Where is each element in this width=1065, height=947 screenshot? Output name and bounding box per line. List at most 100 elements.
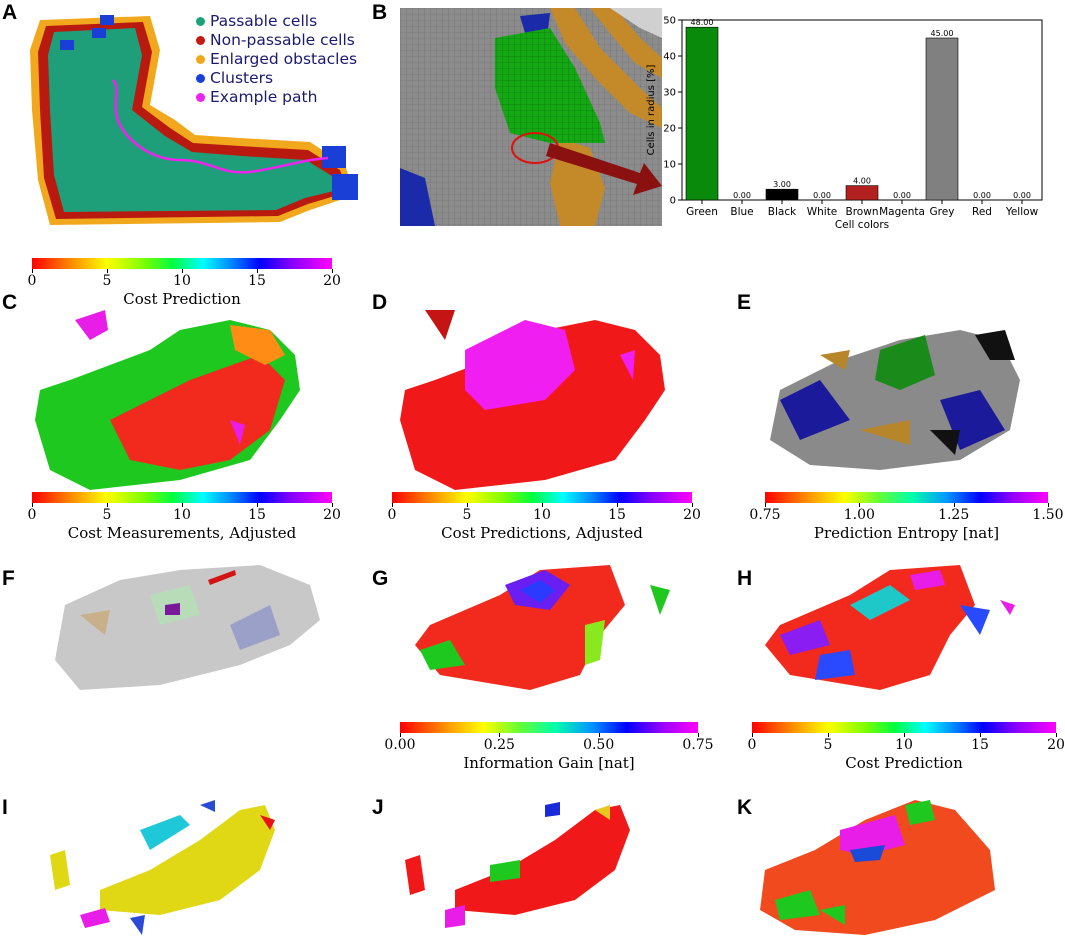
panel-label-b: B — [372, 1, 388, 24]
panel-a-legend: Passable cells Non-passable cells Enlarg… — [196, 12, 357, 107]
colorbar-tick — [182, 269, 183, 273]
colorbar-ticks — [392, 503, 693, 508]
arrow-icon — [546, 143, 662, 195]
panel-label-h: H — [737, 567, 753, 590]
colorbar-tick — [182, 503, 183, 507]
colorbar-tick-label: 20 — [323, 507, 341, 523]
colorbar-gradient — [32, 258, 332, 269]
bar-chart-ytick-label: 50 — [663, 16, 676, 27]
bar-value-label: 0.00 — [1013, 191, 1031, 200]
bar-chart-xtick-label: Blue — [730, 206, 753, 218]
cluster-marker — [100, 15, 114, 25]
colorbar-tick — [953, 503, 955, 507]
colorbar-tick-label: 20 — [1047, 737, 1065, 753]
legend-label: Passable cells — [210, 12, 318, 30]
panel-b-render — [400, 8, 662, 226]
legend-dot-icon — [196, 74, 205, 83]
panel-e-map — [770, 330, 1020, 470]
colorbar-ticks — [752, 733, 1057, 738]
colorbar-tick — [467, 503, 468, 507]
panel-a-map — [30, 15, 358, 225]
colorbar-gradient — [752, 722, 1056, 733]
colorbar-gradient — [765, 492, 1048, 503]
bar-chart-xtick-label: Black — [768, 206, 797, 218]
colorbar-tick-label: 10 — [895, 737, 913, 753]
legend-item: Non-passable cells — [196, 31, 357, 50]
panel-c-map — [35, 310, 300, 490]
bar-grey — [925, 37, 959, 201]
bar-chart-ytick-label: 20 — [663, 124, 676, 135]
bar-chart-ylabel: Cells in radius [%] — [646, 65, 657, 156]
bar-chart-xtick-label: Grey — [930, 206, 955, 218]
bar-chart-ytick-label: 0 — [670, 196, 676, 207]
colorbar-label: Cost Measurements, Adjusted — [67, 524, 297, 542]
colorbar-gradient — [400, 722, 698, 733]
colorbar-tick — [598, 733, 600, 737]
panel-h-map — [765, 565, 1015, 690]
colorbar-tick — [392, 503, 393, 507]
colorbar-tick — [980, 733, 981, 737]
colorbar-tick — [617, 503, 618, 507]
panel-label-f: F — [2, 567, 15, 590]
colorbar-tick-label: 0 — [27, 507, 37, 523]
colorbar-label: Cost Prediction — [123, 290, 241, 308]
bar-chart-ytick-label: 40 — [663, 52, 676, 63]
bar-value-label: 3.00 — [773, 180, 791, 189]
legend-dot-icon — [196, 55, 205, 64]
bar-value-label: 45.00 — [931, 29, 954, 38]
legend-label: Non-passable cells — [210, 31, 355, 49]
colorbar-tick-label: 20 — [683, 507, 701, 523]
bar-black — [765, 188, 799, 201]
colorbar-gradient — [392, 492, 692, 503]
colorbar-tick — [107, 269, 108, 273]
panel-label-g: G — [372, 567, 389, 590]
legend-item: Clusters — [196, 69, 357, 88]
colorbar-ticks — [400, 733, 699, 738]
colorbar-label: Cost Predictions, Adjusted — [441, 524, 643, 542]
colorbar-tick — [765, 503, 766, 507]
bar-brown — [845, 185, 879, 201]
legend-label: Enlarged obstacles — [210, 50, 358, 68]
cluster-marker — [322, 146, 346, 168]
colorbar-tick — [542, 503, 543, 507]
panel-label-e: E — [737, 291, 752, 314]
colorbar-ticks — [765, 503, 1049, 508]
colorbar-tick — [499, 733, 501, 737]
panel-label-i: I — [2, 796, 8, 819]
panel-d-map — [400, 310, 665, 490]
legend-item: Passable cells — [196, 12, 357, 31]
cluster-marker — [332, 174, 358, 200]
colorbar-tick-label: 0.75 — [749, 507, 781, 523]
bar-chart-xtick-label: White — [807, 206, 838, 218]
colorbar-tick — [904, 733, 905, 737]
bar-chart-xtick-label: Brown — [846, 206, 879, 218]
bar-chart-xtick-label: Green — [686, 206, 718, 218]
legend-label: Clusters — [210, 69, 274, 87]
colorbar-tick — [1048, 503, 1049, 507]
colorbar-tick-label: 0 — [747, 737, 757, 753]
panel-b-bar-chart: 0 10 20 30 40 50 Green Blue Black White Brown Magen… — [646, 16, 1043, 231]
legend-label: Example path — [210, 88, 318, 106]
panel-i-map — [50, 800, 275, 935]
bar-value-label: 4.00 — [853, 177, 871, 186]
bar-chart-xtick-label: Yellow — [1005, 206, 1039, 218]
colorbar-tick-label: 5 — [102, 273, 112, 289]
panel-k-map — [760, 800, 995, 935]
colorbar-label: Cost Prediction — [845, 754, 963, 772]
colorbar-label: Information Gain [nat] — [463, 754, 635, 772]
colorbar-gradient — [32, 492, 332, 503]
panel-label-d: D — [372, 291, 388, 314]
colorbar-tick-label: 5 — [823, 737, 833, 753]
bar-value-label: 0.00 — [813, 191, 831, 200]
colorbar-tick-label: 5 — [102, 507, 112, 523]
bar-value-label: 48.00 — [691, 18, 714, 27]
legend-item: Enlarged obstacles — [196, 50, 357, 69]
colorbar-tick-label: 15 — [971, 737, 989, 753]
colorbar-tick-label: 15 — [608, 507, 626, 523]
colorbar-tick — [107, 503, 108, 507]
bar-chart-xlabel: Cell colors — [835, 219, 889, 231]
colorbar-tick — [32, 269, 33, 273]
bar-chart-frame — [681, 19, 1043, 201]
colorbar-tick-label: 15 — [248, 273, 266, 289]
cluster-marker — [60, 40, 74, 50]
